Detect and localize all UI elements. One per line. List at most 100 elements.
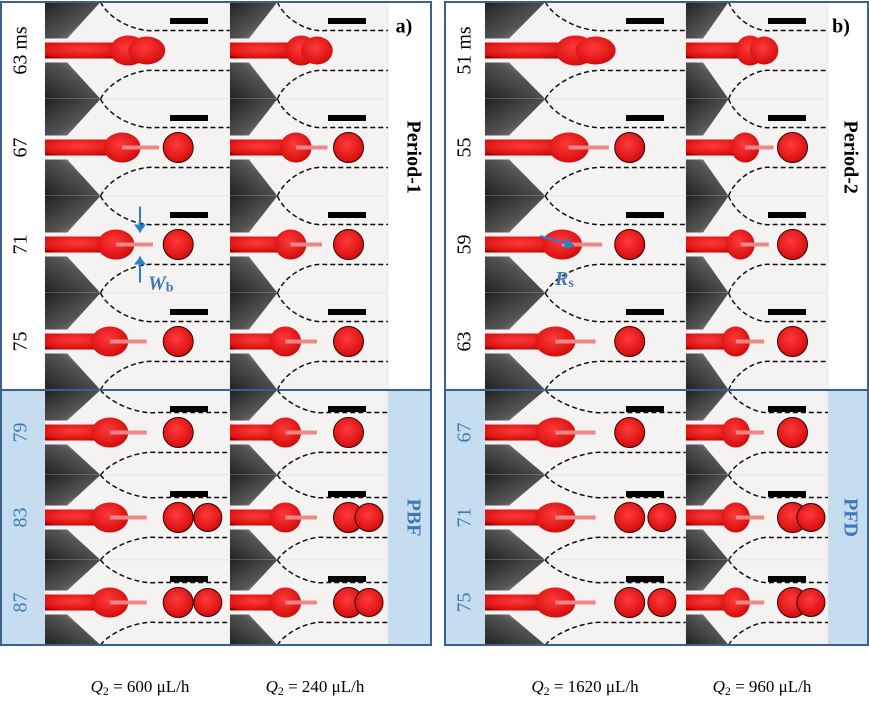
droplet [162,326,194,357]
image-frame [685,559,829,646]
image-frame [685,474,829,561]
channel-edge [544,621,686,646]
channel-wall [485,293,546,330]
channel-wall [686,560,729,591]
channel-edge [727,474,828,499]
droplet [614,326,646,357]
channel-edge [276,536,388,561]
caption-symbol: Q [713,677,725,696]
channel-wall [230,390,278,421]
annotation-subscript: s [568,276,574,291]
image-frame [44,1,231,100]
neck [735,430,765,435]
scale-bar [328,115,366,121]
caption-symbol: Q [266,677,278,696]
image-frame [484,1,687,100]
caption-rest: = 1620 μL/h [550,677,640,696]
annotation: Rs [554,268,574,292]
droplet [333,229,364,260]
channel-wall [686,159,729,196]
scale-bar [768,406,806,412]
droplet [614,132,646,163]
image-frame [685,98,829,197]
image-frame [44,195,231,294]
image-frame [484,389,687,476]
droplet [162,502,194,533]
image-frame [685,1,829,100]
image-frame [484,98,687,197]
neck [555,515,596,520]
channel-wall [485,159,546,196]
channel-edge [727,621,828,646]
image-frame [229,195,389,294]
droplet [796,588,826,617]
droplet [614,229,646,260]
caption: Q2 = 960 μL/h [713,677,812,698]
dispersed-thread [230,139,296,156]
channel-wall [45,196,101,233]
caption-subscript: 2 [544,684,550,698]
droplet [162,229,194,260]
caption-symbol: Q [91,677,103,696]
channel-wall [485,475,546,506]
droplet [647,588,677,617]
annotation-symbol: W [148,272,167,294]
image-frame [484,474,687,561]
neck [285,515,317,520]
channel-wall [230,159,278,196]
time-label: 83 [10,508,32,528]
droplet [614,417,646,448]
time-label: 55 [454,138,476,158]
channel-edge [276,451,388,476]
scale-bar [768,491,806,497]
scale-bar [626,115,664,121]
channel-edge [544,451,686,476]
neck [555,430,596,435]
channel-edge [727,98,828,129]
time-label: 87 [10,593,32,613]
channel-wall [686,444,729,475]
droplet [777,132,808,163]
scale-bar [170,406,208,412]
channel-edge [99,1,230,32]
droplet-tip [301,36,333,65]
scale-bar [626,18,664,24]
droplet-tip [749,36,779,65]
channel-wall [230,62,278,99]
channel-edge [544,559,686,584]
scale-bar [768,212,806,218]
time-label: 59 [454,235,476,255]
scale-bar [328,18,366,24]
caption-rest: = 240 μL/h [284,677,365,696]
channel-edge [276,559,388,584]
panel-frame [444,1,869,646]
dispersed-thread [686,139,746,156]
channel-wall [45,390,101,421]
time-label: 75 [10,332,32,352]
channel-edge [727,389,828,414]
caption-rest: = 600 μL/h [109,677,190,696]
channel-wall [485,560,546,591]
dispersed-bulb [97,229,135,260]
dispersed-thread [485,139,569,156]
channel-wall [45,560,101,591]
neck [109,430,147,435]
scale-bar [768,18,806,24]
channel-edge [99,451,230,476]
channel-wall [230,99,278,136]
channel-wall [485,353,546,390]
regime-label: PFD [839,498,861,537]
channel-edge [276,292,388,323]
arrow-shaft [539,235,569,245]
caption: Q2 = 240 μL/h [266,677,365,698]
dispersed-thread [485,42,576,59]
droplet [193,588,223,617]
arrow-head [134,224,146,233]
channel-edge [99,166,230,197]
channel-edge [99,389,230,414]
neck [735,339,765,344]
neck [568,145,609,150]
image-frame [44,474,231,561]
channel-edge [276,166,388,197]
droplet [193,503,223,532]
